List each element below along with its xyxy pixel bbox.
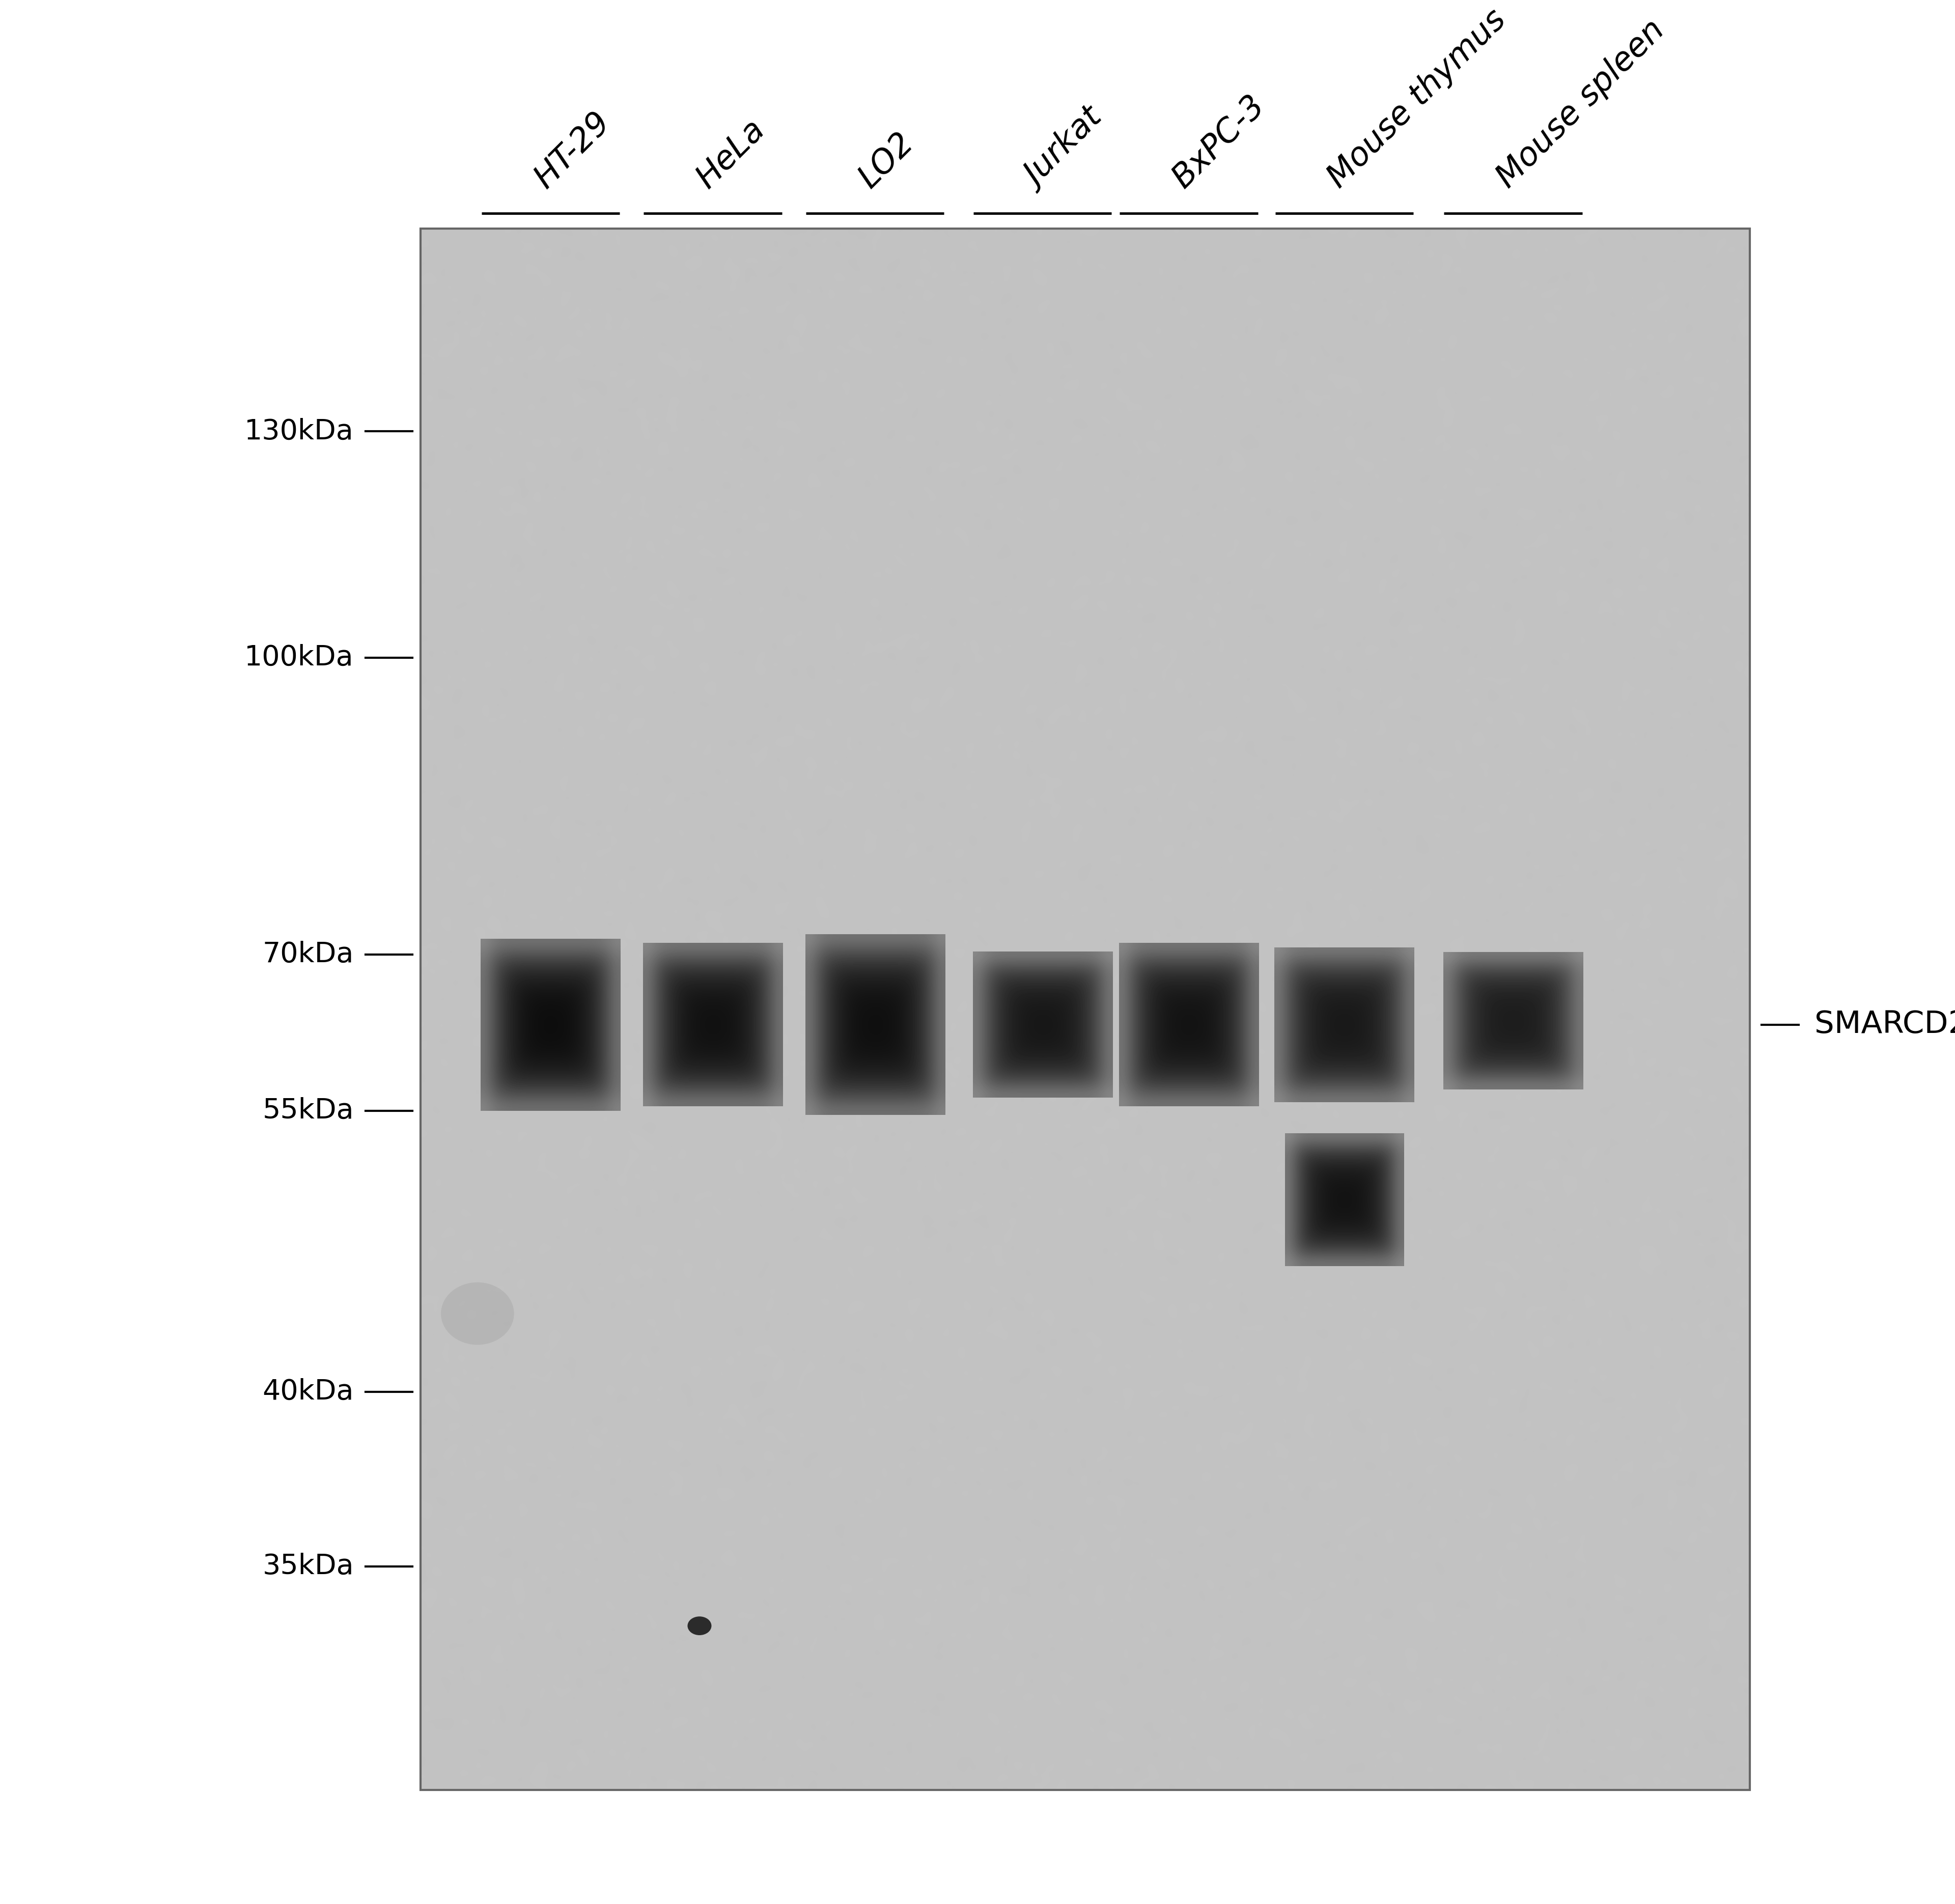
Text: 130kDa: 130kDa — [244, 417, 354, 446]
Ellipse shape — [688, 1616, 712, 1636]
Text: 55kDa: 55kDa — [262, 1097, 354, 1125]
Text: Mouse thymus: Mouse thymus — [1322, 4, 1513, 194]
Text: LO2: LO2 — [852, 128, 919, 194]
Text: 40kDa: 40kDa — [262, 1378, 354, 1405]
Text: 35kDa: 35kDa — [262, 1554, 354, 1580]
Text: Jurkat: Jurkat — [1021, 105, 1110, 194]
Text: HeLa: HeLa — [690, 114, 770, 194]
Text: Mouse spleen: Mouse spleen — [1492, 13, 1672, 194]
Text: HT-29: HT-29 — [528, 107, 616, 194]
Bar — [420, 228, 1750, 1790]
Text: SMARCD2: SMARCD2 — [1814, 1009, 1955, 1040]
Ellipse shape — [442, 1283, 514, 1344]
Text: 100kDa: 100kDa — [244, 644, 354, 672]
Text: BxPC-3: BxPC-3 — [1167, 89, 1271, 194]
Text: 70kDa: 70kDa — [262, 941, 354, 969]
